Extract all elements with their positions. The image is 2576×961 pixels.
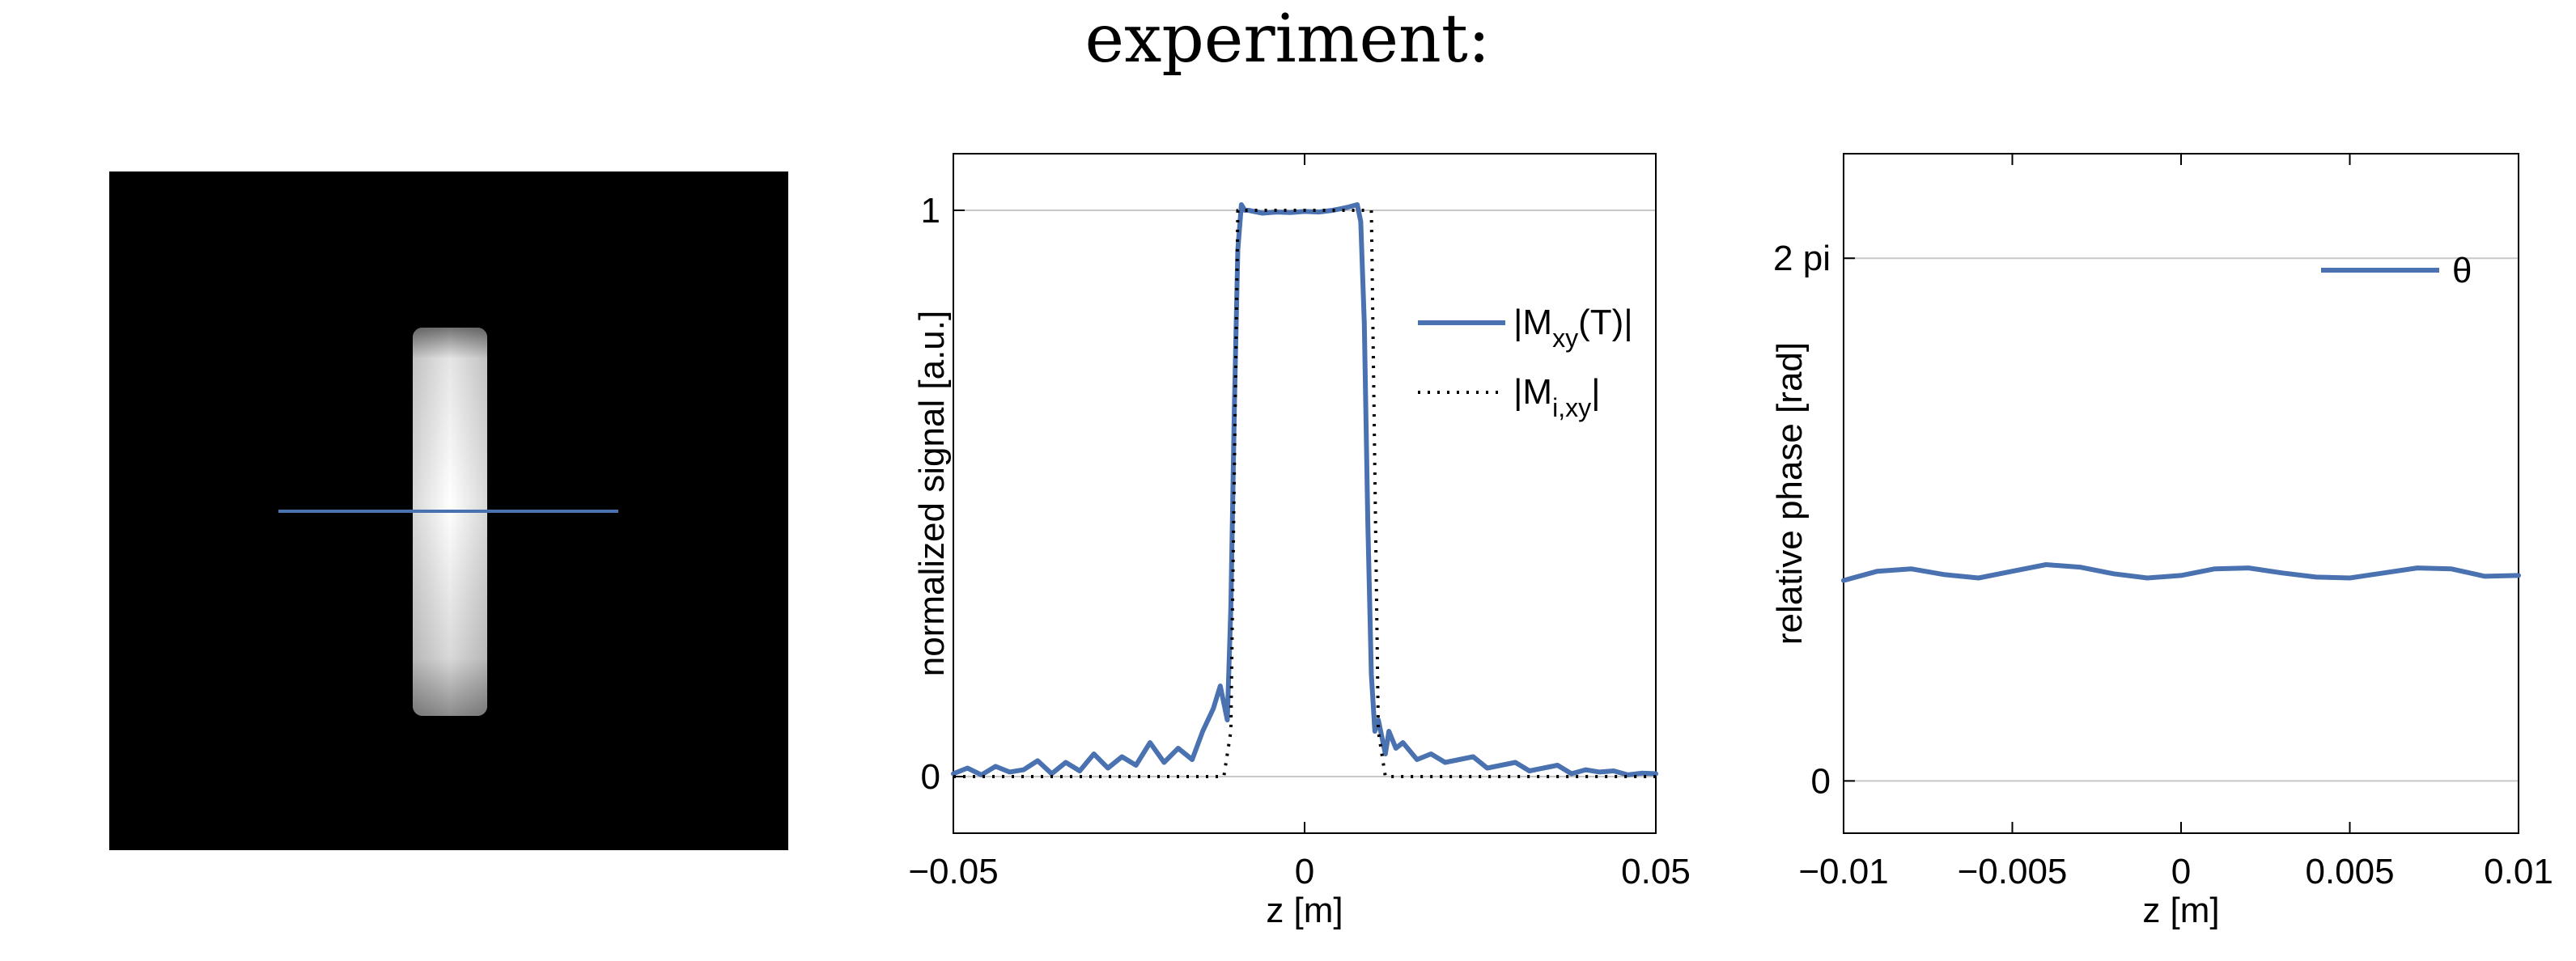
phase-plot-xtick-label: −0.01: [1798, 852, 1888, 891]
phase-plot-grid: [1844, 257, 2519, 782]
phase-plot-ylabel: relative phase [rad]: [1770, 342, 1810, 645]
phase-plot-xtick-label: 0.01: [2484, 852, 2553, 891]
phase-plot: 0 2 pi −0.01 −0.005 0 0.005 0.01 z [m] relativ…: [1770, 153, 2553, 930]
signal-plot-grid: [953, 210, 1656, 777]
legend-label-theta: θ: [2452, 251, 2472, 290]
figure-title: experiment:: [1085, 1, 1491, 78]
phase-plot-xtick-label: 0.005: [2305, 852, 2394, 891]
signal-plot-xtick-label: −0.05: [908, 852, 998, 891]
phase-plot-ytick-label: 2 pi: [1773, 239, 1831, 278]
phase-plot-legend: θ: [2321, 251, 2472, 290]
signal-plot-ylabel: normalized signal [a.u.]: [912, 311, 952, 676]
legend-label-mxy: |Mxy(T)|: [1513, 303, 1633, 353]
phase-plot-ytick-label: 0: [1811, 761, 1831, 801]
image-bar-shading: [413, 328, 487, 716]
signal-plot-xtick-label: 0.05: [1621, 852, 1691, 891]
signal-plot: 0 1 −0.05 0 0.05 z [m] normalized signal [a.…: [908, 153, 1691, 930]
phase-plot-frame: [1843, 153, 2519, 834]
signal-plot-xtick-label: 0: [1295, 852, 1314, 891]
phase-plot-xlabel: z [m]: [2142, 891, 2219, 930]
signal-plot-series: [951, 202, 1658, 778]
image-panel: [109, 171, 788, 850]
signal-plot-xlabel: z [m]: [1266, 891, 1343, 930]
phase-plot-series-0: [1841, 562, 2521, 583]
signal-plot-series-1: [953, 209, 1656, 778]
phase-plot-xtick-label: −0.005: [1958, 852, 2068, 891]
phase-plot-series: [1841, 562, 2521, 583]
phase-plot-xtick-label: 0: [2171, 852, 2191, 891]
legend-label-mixy: |Mi,xy|: [1513, 372, 1601, 422]
signal-plot-legend: |Mxy(T)| |Mi,xy|: [1418, 303, 1633, 422]
signal-plot-ticks: 0 1 −0.05 0 0.05: [908, 154, 1691, 891]
phase-plot-ticks: 0 2 pi −0.01 −0.005 0 0.005 0.01: [1773, 154, 2553, 891]
signal-plot-series-0: [951, 202, 1658, 777]
signal-plot-ytick-label: 1: [921, 191, 940, 231]
signal-plot-ytick-label: 0: [921, 757, 940, 797]
signal-plot-frame: [953, 153, 1657, 834]
